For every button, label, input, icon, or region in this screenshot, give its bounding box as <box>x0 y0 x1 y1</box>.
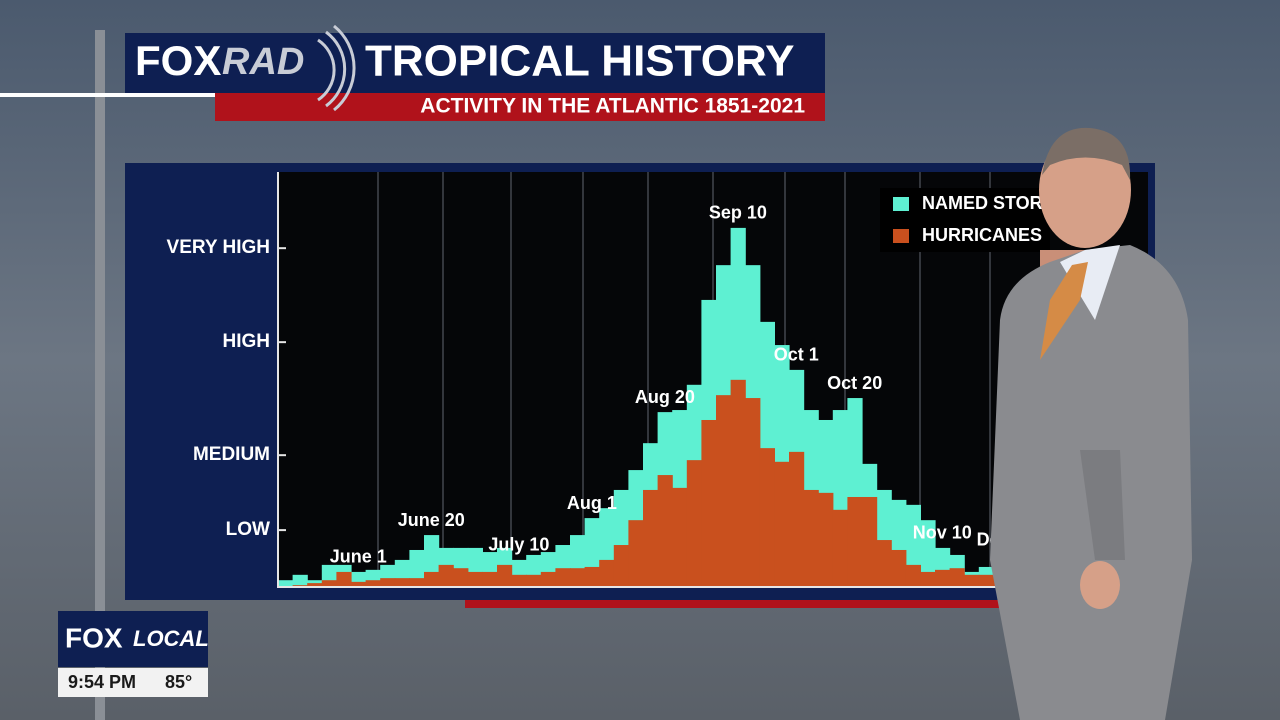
step-bar <box>540 571 556 586</box>
step-bar <box>482 571 498 586</box>
step-bar <box>424 571 440 586</box>
step-bar <box>570 568 586 586</box>
step-bar <box>365 580 381 586</box>
step-bar <box>745 398 761 586</box>
step-bar <box>336 571 352 586</box>
legend-swatch <box>893 229 909 243</box>
step-bar <box>555 568 571 586</box>
step-bar <box>657 475 673 586</box>
step-bar <box>905 564 921 586</box>
legend-label: NAMED STORMS <box>922 193 1070 213</box>
date-annotation: June 20 <box>398 510 465 530</box>
step-bar <box>686 460 702 586</box>
step-bar <box>978 574 994 586</box>
step-bar <box>292 585 308 586</box>
step-bar <box>497 564 513 586</box>
step-bar <box>876 540 892 586</box>
bug-temperature: 85° <box>165 672 192 692</box>
step-bar <box>862 496 878 586</box>
step-bar <box>643 489 659 586</box>
step-bar <box>467 571 483 586</box>
date-annotation: Aug 20 <box>635 387 695 407</box>
date-annotation: Oct 1 <box>774 345 819 365</box>
bug-time: 9:54 PM <box>68 672 136 692</box>
step-bar <box>380 578 396 586</box>
step-bar <box>453 568 469 586</box>
presenter <box>990 127 1192 720</box>
bug-panel <box>58 611 208 667</box>
step-bar <box>847 496 863 586</box>
step-bar <box>307 583 323 586</box>
legend: NAMED STORMS HURRICANES <box>880 188 1070 252</box>
step-bar <box>935 569 951 586</box>
legend-swatch <box>893 197 909 211</box>
bug-local: LOCAL <box>133 626 209 651</box>
step-bar <box>701 419 717 586</box>
date-annotation: Sep 10 <box>709 203 767 223</box>
step-bar <box>672 487 688 586</box>
bug-fox: FOX <box>65 622 123 653</box>
date-annotation: June 1 <box>330 547 387 567</box>
step-bar <box>832 509 848 586</box>
step-bar <box>526 574 542 586</box>
title: TROPICAL HISTORY <box>365 37 794 86</box>
step-bar <box>920 520 936 586</box>
step-bar <box>438 564 454 586</box>
step-bar <box>730 379 746 586</box>
logo-rad: RAD <box>222 41 304 83</box>
step-bar <box>321 580 337 586</box>
date-annotation: Aug 1 <box>567 493 617 513</box>
y-tick-label: LOW <box>226 519 270 540</box>
step-bar <box>716 395 732 586</box>
step-bar <box>789 451 805 586</box>
logo-fox: FOX <box>135 37 221 84</box>
step-bar <box>628 520 644 586</box>
step-bar <box>759 448 775 586</box>
date-annotation: July 10 <box>488 535 549 555</box>
step-bar <box>409 549 425 586</box>
y-tick-label: MEDIUM <box>193 444 270 465</box>
step-bar <box>613 545 629 586</box>
date-annotation: Nov 10 <box>913 523 972 543</box>
step-bar <box>891 549 907 586</box>
radar-arcs <box>317 24 356 112</box>
step-bar <box>920 571 936 586</box>
step-bar <box>394 578 410 586</box>
subtitle-bar <box>215 93 825 121</box>
step-bar <box>803 489 819 586</box>
y-tick-label: HIGH <box>223 331 271 352</box>
step-bar <box>511 574 527 586</box>
step-bar <box>278 580 294 586</box>
legend-label: HURRICANES <box>922 225 1042 245</box>
step-bar <box>774 461 790 586</box>
step-bar <box>599 559 615 586</box>
step-bar <box>818 492 834 586</box>
panel-accent <box>465 600 1153 608</box>
title-bar <box>125 33 825 93</box>
step-bar <box>351 581 367 586</box>
date-annotation: Oct 20 <box>827 373 882 393</box>
step-bar <box>409 578 425 586</box>
header-rule <box>0 93 215 97</box>
step-bar <box>964 574 980 586</box>
subtitle: ACTIVITY IN THE ATLANTIC 1851-2021 <box>420 95 805 118</box>
y-tick-label: VERY HIGH <box>167 237 270 258</box>
backdrop-pole <box>95 30 105 720</box>
step-bar <box>949 568 965 586</box>
bug-info <box>58 668 208 697</box>
step-bar <box>292 574 308 586</box>
step-bar <box>584 566 600 586</box>
